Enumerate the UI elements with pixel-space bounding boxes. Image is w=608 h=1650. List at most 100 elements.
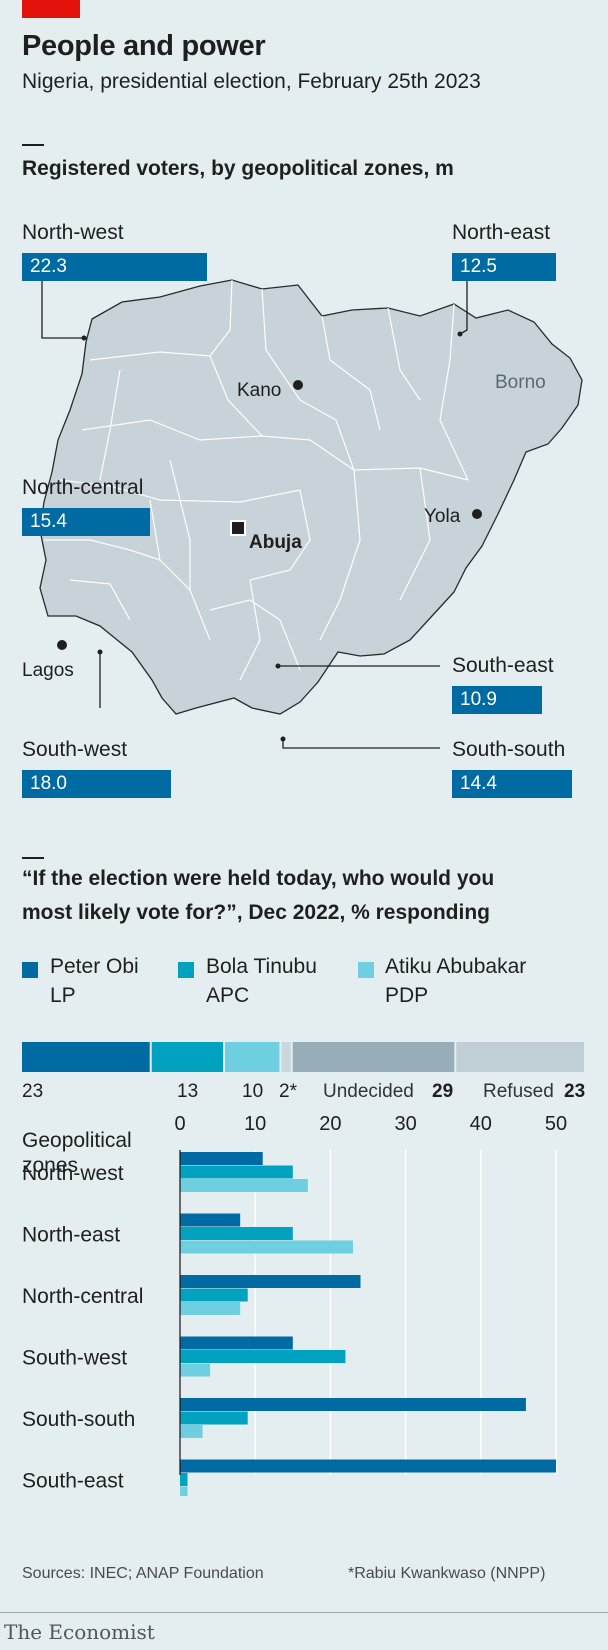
zone-poll-chart: 0 10 20 30 40 50 North-west North-east North-cen… xyxy=(22,1113,567,1496)
zone-bar-south-south: 14.4 xyxy=(452,770,572,798)
bar-1 xyxy=(180,1350,346,1363)
nigeria-map xyxy=(39,279,583,715)
zone-bar-south-east: 10.9 xyxy=(452,686,543,714)
zones-axis-title: Geopolitical zones xyxy=(22,1128,132,1178)
stack-segment-0 xyxy=(22,1042,150,1072)
bar-0 xyxy=(180,1152,263,1165)
sources-note: Sources: INEC; ANAP Foundation xyxy=(22,1565,264,1582)
kano-marker xyxy=(293,380,303,390)
chart-title: People and power xyxy=(22,30,266,62)
yola-marker xyxy=(472,509,482,519)
poll-title-line2: most likely vote for?”, Dec 2022, % resp… xyxy=(22,901,490,924)
bar-1 xyxy=(180,1227,293,1240)
category-label: North-west xyxy=(22,1162,124,1185)
bar-2 xyxy=(180,1363,211,1377)
stack-label-kwankwaso: 2* xyxy=(279,1081,297,1102)
zone-bar-north-east: 12.5 xyxy=(452,253,556,281)
bar-0 xyxy=(180,1213,241,1227)
bar-2 xyxy=(180,1486,188,1496)
legend-party-atiku: PDP xyxy=(385,984,429,1007)
zone-label-north-west: North-west xyxy=(22,221,124,244)
zone-label-north-central: North-central xyxy=(22,476,144,499)
section-rule xyxy=(22,144,44,146)
section-rule xyxy=(22,857,44,859)
stack-label-atiku: 10 xyxy=(242,1081,264,1102)
zone-value-south-west: 18.0 xyxy=(30,773,67,794)
zone-bar-north-west: 22.3 xyxy=(22,253,208,281)
stack-segment-5 xyxy=(456,1042,584,1072)
zone-value-north-east: 12.5 xyxy=(460,256,497,277)
bar-0 xyxy=(180,1459,556,1473)
brand-red-tab xyxy=(22,0,80,18)
region-label-borno: Borno xyxy=(495,372,546,393)
category-label: North-east xyxy=(22,1224,120,1247)
abuja-marker xyxy=(230,520,246,536)
zone-bar-north-central: 15.4 xyxy=(22,508,150,536)
city-label-abuja: Abuja xyxy=(249,532,302,553)
zone-label-north-east: North-east xyxy=(452,221,551,244)
brand-logo: The Economist xyxy=(4,1620,155,1644)
stack-label-refused: Refused xyxy=(483,1081,554,1102)
category-label: North-central xyxy=(22,1285,143,1308)
legend-party-obi: LP xyxy=(50,984,76,1007)
bar-2 xyxy=(180,1240,353,1254)
category-label: South-east xyxy=(22,1470,124,1493)
stack-label-tinubu: 13 xyxy=(177,1081,199,1102)
x-tick-label: 20 xyxy=(319,1113,341,1135)
stack-value-refused: 23 xyxy=(564,1081,586,1102)
x-tick-label: 40 xyxy=(470,1113,492,1135)
bar-0 xyxy=(180,1275,361,1288)
footer-rule xyxy=(0,1612,608,1613)
stack-value-undecided: 29 xyxy=(432,1081,454,1102)
zone-value-south-south: 14.4 xyxy=(460,773,497,794)
zones-axis-title-line1: Geopolitical xyxy=(22,1129,132,1152)
stack-segment-2 xyxy=(225,1042,280,1072)
lagos-marker xyxy=(57,640,67,650)
legend-swatch-atiku xyxy=(358,962,374,978)
state-borders xyxy=(44,279,469,681)
zone-value-north-west: 22.3 xyxy=(30,256,67,277)
bar-1 xyxy=(180,1288,248,1302)
x-tick-label: 50 xyxy=(545,1113,567,1135)
zone-value-south-east: 10.9 xyxy=(460,689,497,710)
legend-name-tinubu: Bola Tinubu xyxy=(206,955,317,978)
stack-label-undecided: Undecided xyxy=(323,1081,414,1102)
x-tick-label: 10 xyxy=(244,1113,266,1135)
bar-1 xyxy=(180,1411,248,1425)
zone-label-south-west: South-west xyxy=(22,738,128,761)
zone-bar-south-west: 18.0 xyxy=(22,770,172,798)
poll-title-line1: “If the election were held today, who wo… xyxy=(22,867,495,890)
stack-segment-1 xyxy=(151,1042,224,1072)
bar-2 xyxy=(180,1302,241,1315)
stacked-bar-chart xyxy=(22,1042,584,1072)
bar-0 xyxy=(180,1398,526,1411)
category-label: South-west xyxy=(22,1347,127,1370)
bar-2 xyxy=(180,1425,203,1438)
legend-swatch-tinubu xyxy=(178,962,194,978)
chart-subtitle: Nigeria, presidential election, February… xyxy=(22,70,481,93)
x-tick-label: 0 xyxy=(174,1113,185,1135)
bar-1 xyxy=(180,1473,188,1486)
zone-label-south-east: South-east xyxy=(452,654,554,677)
legend-name-atiku: Atiku Abubakar xyxy=(385,955,527,978)
stack-segment-4 xyxy=(292,1042,455,1072)
legend-party-tinubu: APC xyxy=(206,984,250,1007)
city-label-yola: Yola xyxy=(424,506,461,527)
zone-value-north-central: 15.4 xyxy=(30,511,67,532)
bar-2 xyxy=(180,1179,308,1192)
city-label-kano: Kano xyxy=(237,380,282,401)
x-tick-label: 30 xyxy=(394,1113,416,1135)
bar-0 xyxy=(180,1336,293,1350)
leader-lines xyxy=(41,271,468,749)
legend-swatch-obi xyxy=(22,962,38,978)
stack-label-obi: 23 xyxy=(22,1081,44,1102)
map-section-title: Registered voters, by geopolitical zones… xyxy=(22,157,454,180)
stack-segment-3 xyxy=(281,1042,291,1072)
footnote: *Rabiu Kwankwaso (NNPP) xyxy=(348,1565,546,1582)
bar-1 xyxy=(180,1165,293,1179)
zones-axis-title-line2: zones xyxy=(22,1154,79,1177)
category-label: South-south xyxy=(22,1408,135,1431)
city-label-lagos: Lagos xyxy=(22,660,74,681)
zone-label-south-south: South-south xyxy=(452,738,566,761)
legend-name-obi: Peter Obi xyxy=(50,955,139,978)
